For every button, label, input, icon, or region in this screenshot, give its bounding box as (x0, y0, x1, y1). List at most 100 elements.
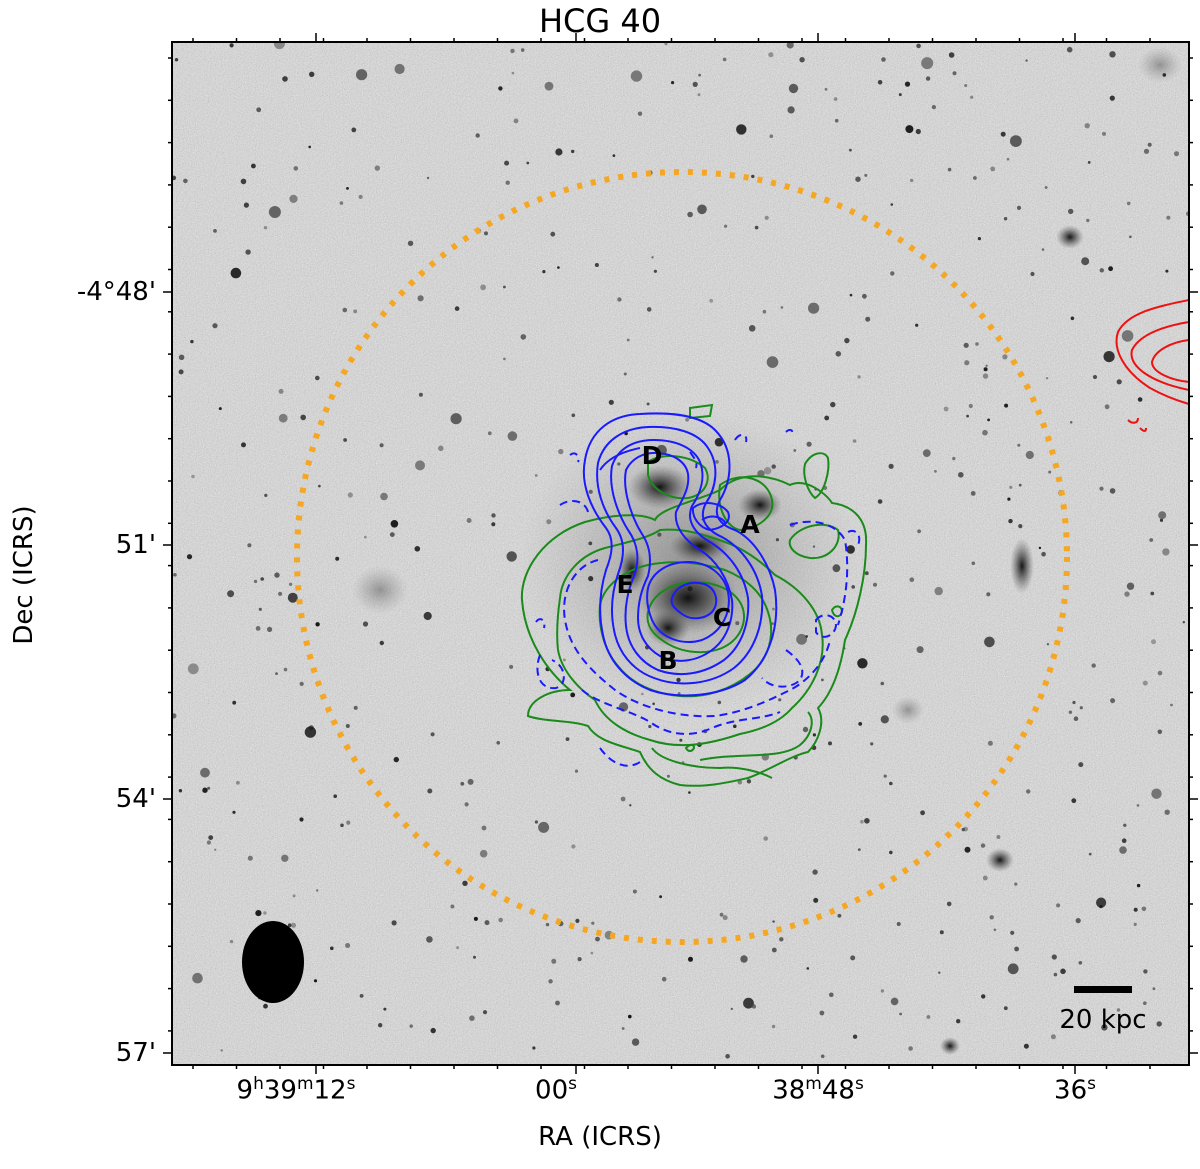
star (1030, 271, 1035, 277)
star (1109, 488, 1116, 494)
star (513, 118, 519, 124)
star (1084, 123, 1090, 129)
star (821, 678, 824, 682)
star (968, 403, 973, 409)
x-tick-label-3: 36s (1054, 1074, 1096, 1106)
star (1009, 485, 1013, 489)
star (748, 325, 756, 332)
star (608, 399, 614, 405)
star (430, 732, 435, 737)
star (915, 128, 921, 135)
star (299, 681, 304, 687)
star (632, 889, 637, 894)
star (538, 821, 550, 833)
star (916, 646, 924, 654)
star (864, 571, 869, 576)
star (1010, 930, 1015, 935)
star (1158, 511, 1167, 520)
star (374, 165, 380, 171)
star (241, 442, 246, 448)
star (1121, 838, 1127, 843)
star (888, 463, 894, 469)
star (833, 97, 838, 101)
star (977, 237, 982, 241)
star (920, 810, 925, 816)
star (450, 413, 462, 425)
star (1000, 131, 1006, 137)
star (1103, 351, 1115, 363)
star (754, 225, 759, 230)
star (651, 256, 654, 259)
star (258, 607, 262, 611)
star (389, 532, 395, 537)
star (283, 667, 288, 672)
star (1081, 257, 1090, 266)
star (1014, 882, 1018, 886)
star (964, 84, 968, 87)
star (557, 266, 560, 269)
star (1126, 201, 1131, 206)
star (473, 955, 476, 959)
star (1010, 135, 1022, 148)
star (346, 820, 351, 825)
star (183, 178, 188, 184)
star (218, 407, 222, 411)
star (787, 106, 795, 114)
star (939, 930, 944, 935)
star (666, 774, 670, 778)
star (1070, 316, 1075, 321)
star (1045, 377, 1049, 380)
star (278, 388, 284, 394)
star (963, 342, 969, 348)
star (509, 664, 514, 669)
star (393, 756, 399, 763)
galaxy-label-e: E (616, 570, 633, 599)
star (828, 741, 832, 746)
star (473, 916, 478, 921)
star (190, 339, 194, 344)
star (819, 1010, 825, 1016)
star (390, 520, 399, 528)
star (865, 316, 871, 322)
star (626, 338, 630, 342)
star (1124, 591, 1130, 597)
star (763, 836, 768, 841)
star (1159, 518, 1164, 522)
star (637, 111, 643, 116)
star (857, 658, 868, 669)
star (1007, 497, 1011, 501)
star (1116, 1008, 1121, 1012)
star (282, 76, 288, 82)
y-tick-label-1: 51' (115, 530, 156, 560)
star (300, 414, 307, 421)
star (1004, 403, 1009, 408)
star (952, 456, 956, 461)
star (520, 334, 527, 340)
star (873, 582, 877, 587)
star (299, 817, 304, 822)
star (864, 173, 868, 177)
star (938, 971, 941, 974)
star (751, 1004, 757, 1009)
star (558, 448, 564, 455)
star (255, 910, 262, 917)
star (555, 1000, 560, 1006)
star (571, 149, 575, 154)
star (983, 367, 988, 372)
star (849, 293, 853, 297)
star (467, 778, 474, 785)
star (438, 445, 444, 452)
x-tick-label-0: 9h39m12s (236, 1074, 356, 1106)
star (469, 1015, 475, 1021)
star (1071, 798, 1077, 804)
star (456, 946, 460, 950)
star (877, 499, 883, 504)
star (1164, 809, 1170, 815)
star (267, 626, 273, 633)
star (1157, 670, 1163, 676)
star (278, 413, 288, 423)
star (260, 577, 265, 581)
star (574, 769, 579, 773)
